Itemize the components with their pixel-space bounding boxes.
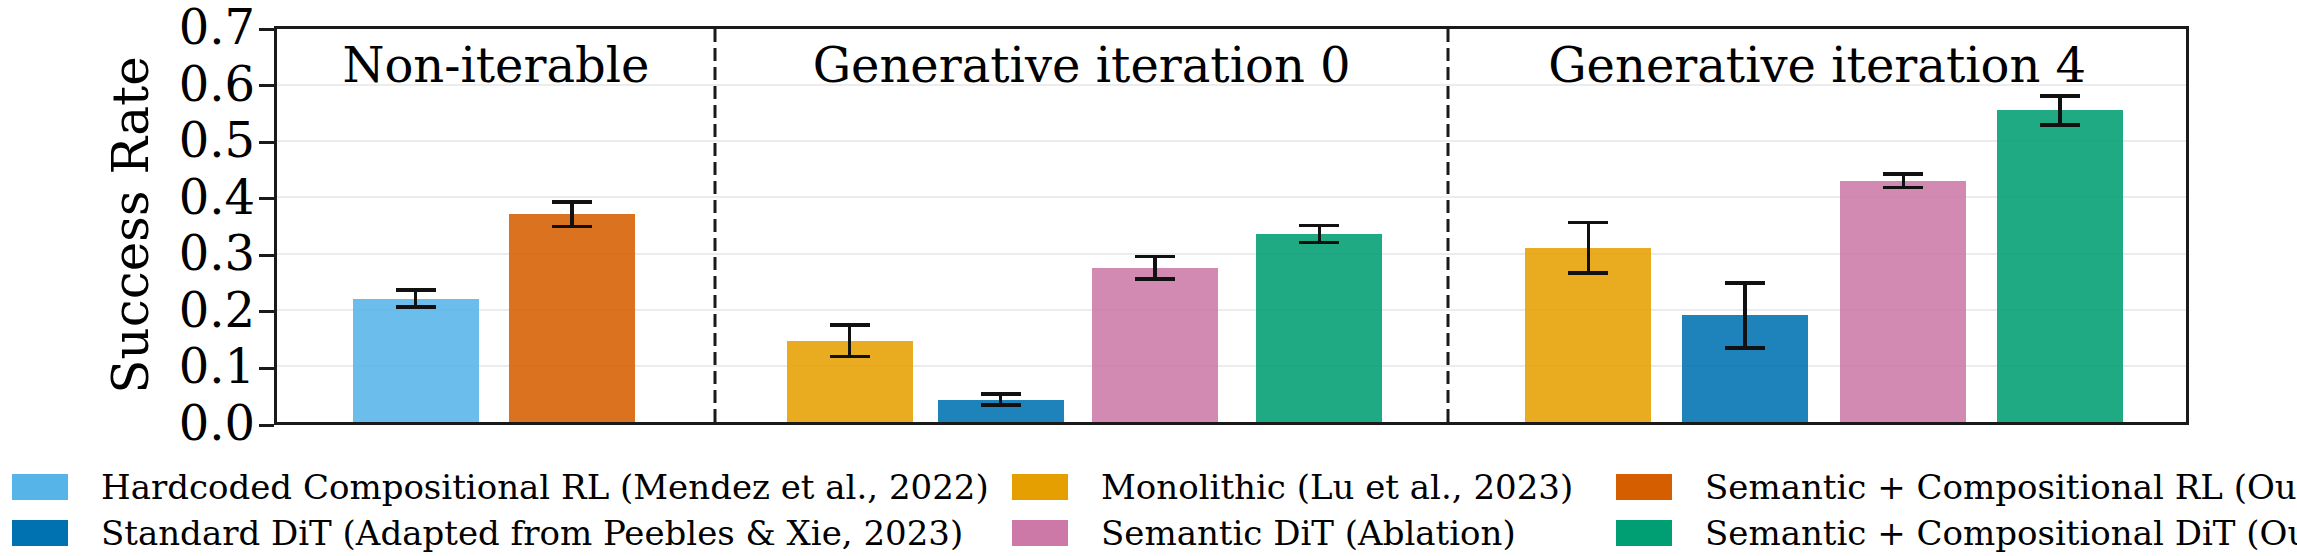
error-bar bbox=[1743, 283, 1747, 348]
y-tick-mark bbox=[259, 197, 274, 200]
y-tick-label: 0.6 bbox=[0, 55, 255, 111]
legend-swatch bbox=[1012, 520, 1068, 546]
legend-swatch bbox=[1616, 474, 1672, 500]
y-tick-label: 0.5 bbox=[0, 112, 255, 168]
error-bar bbox=[2058, 96, 2062, 125]
legend-swatch bbox=[1012, 474, 1068, 500]
legend-label: Semantic + Compositional RL (Ours) bbox=[1705, 467, 2297, 507]
y-tick-label: 0.7 bbox=[0, 0, 255, 55]
y-tick-mark bbox=[259, 310, 274, 313]
bar bbox=[1840, 181, 1966, 422]
success-rate-figure: Success Rate 0.00.10.20.30.40.50.60.7 No… bbox=[0, 0, 2297, 556]
error-bar-cap bbox=[552, 200, 592, 204]
error-bar-cap bbox=[1568, 271, 1608, 275]
error-bar-cap bbox=[1883, 172, 1923, 176]
legend-item: Semantic DiT (Ablation) bbox=[1012, 520, 1516, 546]
panel-title: Generative iteration 4 bbox=[1548, 37, 2086, 93]
y-tick-label: 0.2 bbox=[0, 282, 255, 338]
y-tick-mark bbox=[259, 28, 274, 31]
error-bar-cap bbox=[981, 392, 1021, 396]
panel-separator bbox=[713, 29, 716, 422]
y-tick-label: 0.1 bbox=[0, 338, 255, 394]
y-tick-mark bbox=[259, 254, 274, 257]
error-bar-cap bbox=[830, 323, 870, 327]
y-tick-label: 0.3 bbox=[0, 225, 255, 281]
bar bbox=[1997, 110, 2123, 422]
error-bar-cap bbox=[2040, 123, 2080, 127]
legend-swatch bbox=[1616, 520, 1672, 546]
error-bar-cap bbox=[1299, 224, 1339, 228]
y-tick-mark bbox=[259, 367, 274, 370]
error-bar bbox=[1153, 256, 1157, 278]
error-bar-cap bbox=[2040, 94, 2080, 98]
legend-label: Monolithic (Lu et al., 2023) bbox=[1101, 467, 1573, 507]
y-tick-mark bbox=[259, 84, 274, 87]
bar bbox=[1256, 234, 1382, 422]
error-bar-cap bbox=[1568, 221, 1608, 225]
gridline bbox=[277, 140, 2186, 142]
panel-title: Non-iterable bbox=[342, 37, 649, 93]
error-bar bbox=[570, 202, 574, 227]
legend-label: Semantic DiT (Ablation) bbox=[1101, 513, 1516, 553]
y-tick-label: 0.0 bbox=[0, 395, 255, 451]
error-bar-cap bbox=[396, 288, 436, 292]
plot-area: Non-iterable Generative iteration 0 Genera… bbox=[274, 26, 2189, 425]
error-bar bbox=[1587, 223, 1591, 274]
y-tick-label: 0.4 bbox=[0, 168, 255, 224]
error-bar-cap bbox=[1725, 346, 1765, 350]
legend-item: Hardcoded Compositional RL (Mendez et al… bbox=[12, 474, 989, 500]
legend-label: Standard DiT (Adapted from Peebles & Xie… bbox=[101, 513, 963, 553]
panel-separator bbox=[1447, 29, 1450, 422]
legend-swatch bbox=[12, 520, 68, 546]
error-bar-cap bbox=[981, 403, 1021, 407]
bar bbox=[353, 299, 479, 423]
legend-item: Monolithic (Lu et al., 2023) bbox=[1012, 474, 1573, 500]
error-bar bbox=[848, 325, 852, 356]
error-bar-cap bbox=[830, 355, 870, 359]
panel-title: Generative iteration 0 bbox=[813, 37, 1351, 93]
legend-item: Semantic + Compositional DiT (Ours) bbox=[1616, 520, 2297, 546]
legend-swatch bbox=[12, 474, 68, 500]
y-tick-mark bbox=[259, 141, 274, 144]
error-bar-cap bbox=[1725, 281, 1765, 285]
y-tick-mark bbox=[259, 424, 274, 427]
legend-label: Hardcoded Compositional RL (Mendez et al… bbox=[101, 467, 989, 507]
legend-item: Standard DiT (Adapted from Peebles & Xie… bbox=[12, 520, 963, 546]
legend-label: Semantic + Compositional DiT (Ours) bbox=[1705, 513, 2297, 553]
legend-item: Semantic + Compositional RL (Ours) bbox=[1616, 474, 2297, 500]
bar bbox=[509, 214, 635, 422]
error-bar-cap bbox=[1299, 241, 1339, 245]
bar bbox=[1092, 268, 1218, 422]
error-bar-cap bbox=[552, 225, 592, 229]
error-bar-cap bbox=[396, 305, 436, 309]
error-bar-cap bbox=[1135, 277, 1175, 281]
error-bar-cap bbox=[1135, 255, 1175, 259]
error-bar-cap bbox=[1883, 186, 1923, 190]
